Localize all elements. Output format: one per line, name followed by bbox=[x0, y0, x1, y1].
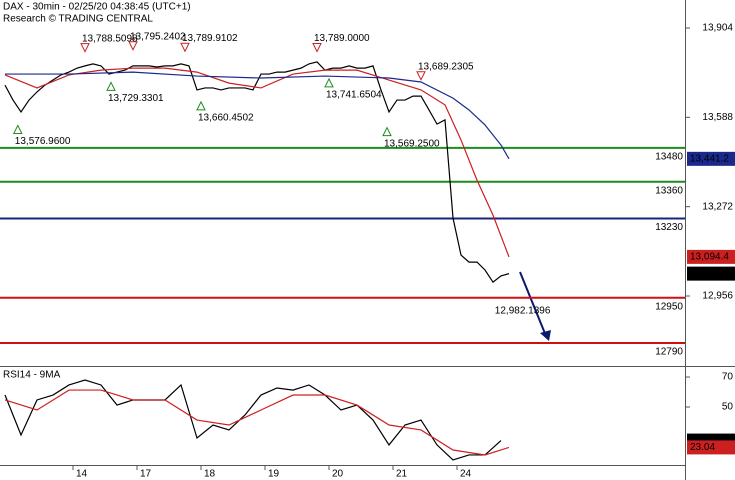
x-tick-label: 18 bbox=[204, 469, 216, 480]
annotation-label: 13,788.5098 bbox=[82, 33, 138, 44]
series-line bbox=[4, 379, 502, 461]
low-marker bbox=[106, 81, 116, 91]
high-marker bbox=[312, 43, 322, 53]
forecast-arrow bbox=[519, 271, 547, 337]
high-marker bbox=[80, 43, 90, 53]
last-value-box bbox=[687, 266, 735, 281]
x-tick-label: 20 bbox=[332, 469, 344, 480]
annotation-label: 13,789.9102 bbox=[182, 33, 238, 44]
last-value-label: 13,094.4 bbox=[690, 252, 729, 263]
x-tick-label: 21 bbox=[396, 469, 408, 480]
level-label: 13360 bbox=[655, 185, 683, 196]
low-marker bbox=[196, 100, 206, 111]
forecast-arrowhead bbox=[540, 330, 551, 341]
x-tick-label: 17 bbox=[140, 469, 152, 480]
chart-subtitle: Research © TRADING CENTRAL bbox=[3, 14, 153, 25]
level-label: 12950 bbox=[655, 301, 683, 312]
rsi-title: RSI14 - 9MA bbox=[3, 370, 61, 381]
series-line bbox=[4, 67, 510, 258]
annotation-label: 13,576.9600 bbox=[15, 136, 71, 147]
last-value-box bbox=[687, 249, 735, 264]
y-tick-label: 13,904 bbox=[702, 23, 733, 34]
low-marker bbox=[12, 124, 23, 134]
annotation-label: 13,569.2500 bbox=[384, 138, 440, 149]
y-tick-label: 12,956 bbox=[702, 291, 733, 302]
series-line bbox=[5, 71, 510, 160]
annotation-label: 13,660.4502 bbox=[198, 112, 254, 123]
last-value-box bbox=[687, 151, 735, 166]
low-marker bbox=[382, 126, 392, 137]
level-label: 13230 bbox=[655, 222, 683, 233]
annotation-label: 13,795.2402 bbox=[130, 31, 186, 42]
y-tick-label: 13,272 bbox=[702, 201, 733, 212]
last-value-label: 23.04 bbox=[690, 442, 715, 453]
level-label: 13480 bbox=[655, 152, 683, 163]
annotation-label: 13,789.0000 bbox=[314, 33, 370, 44]
annotation-label: 13,729.3301 bbox=[108, 93, 164, 104]
y-tick-label: 70 bbox=[722, 372, 734, 383]
series-line bbox=[4, 61, 510, 284]
high-marker bbox=[416, 71, 426, 81]
low-marker bbox=[324, 77, 334, 88]
y-tick-label: 13,588 bbox=[702, 112, 733, 123]
y-tick-label: 50 bbox=[722, 402, 734, 413]
annotation-label: 13,741.6504 bbox=[326, 90, 382, 101]
last-value-label: 13,035.2 bbox=[690, 268, 729, 279]
x-tick-label: 24 bbox=[460, 469, 472, 480]
x-tick-label: 19 bbox=[268, 469, 280, 480]
last-value-box bbox=[687, 440, 735, 455]
series-line bbox=[4, 389, 510, 456]
chart-title: DAX - 30min - 02/25/20 04:38:45 (UTC+1) bbox=[3, 2, 191, 13]
level-label: 12790 bbox=[655, 347, 683, 358]
x-tick-label: 14 bbox=[76, 469, 88, 480]
high-marker bbox=[180, 42, 190, 53]
annotation-label: 13,689.2305 bbox=[418, 61, 474, 72]
high-marker bbox=[128, 41, 138, 51]
last-value-label: 13,441.2 bbox=[690, 153, 729, 164]
annotation-label: 12,982.1396 bbox=[495, 305, 551, 316]
